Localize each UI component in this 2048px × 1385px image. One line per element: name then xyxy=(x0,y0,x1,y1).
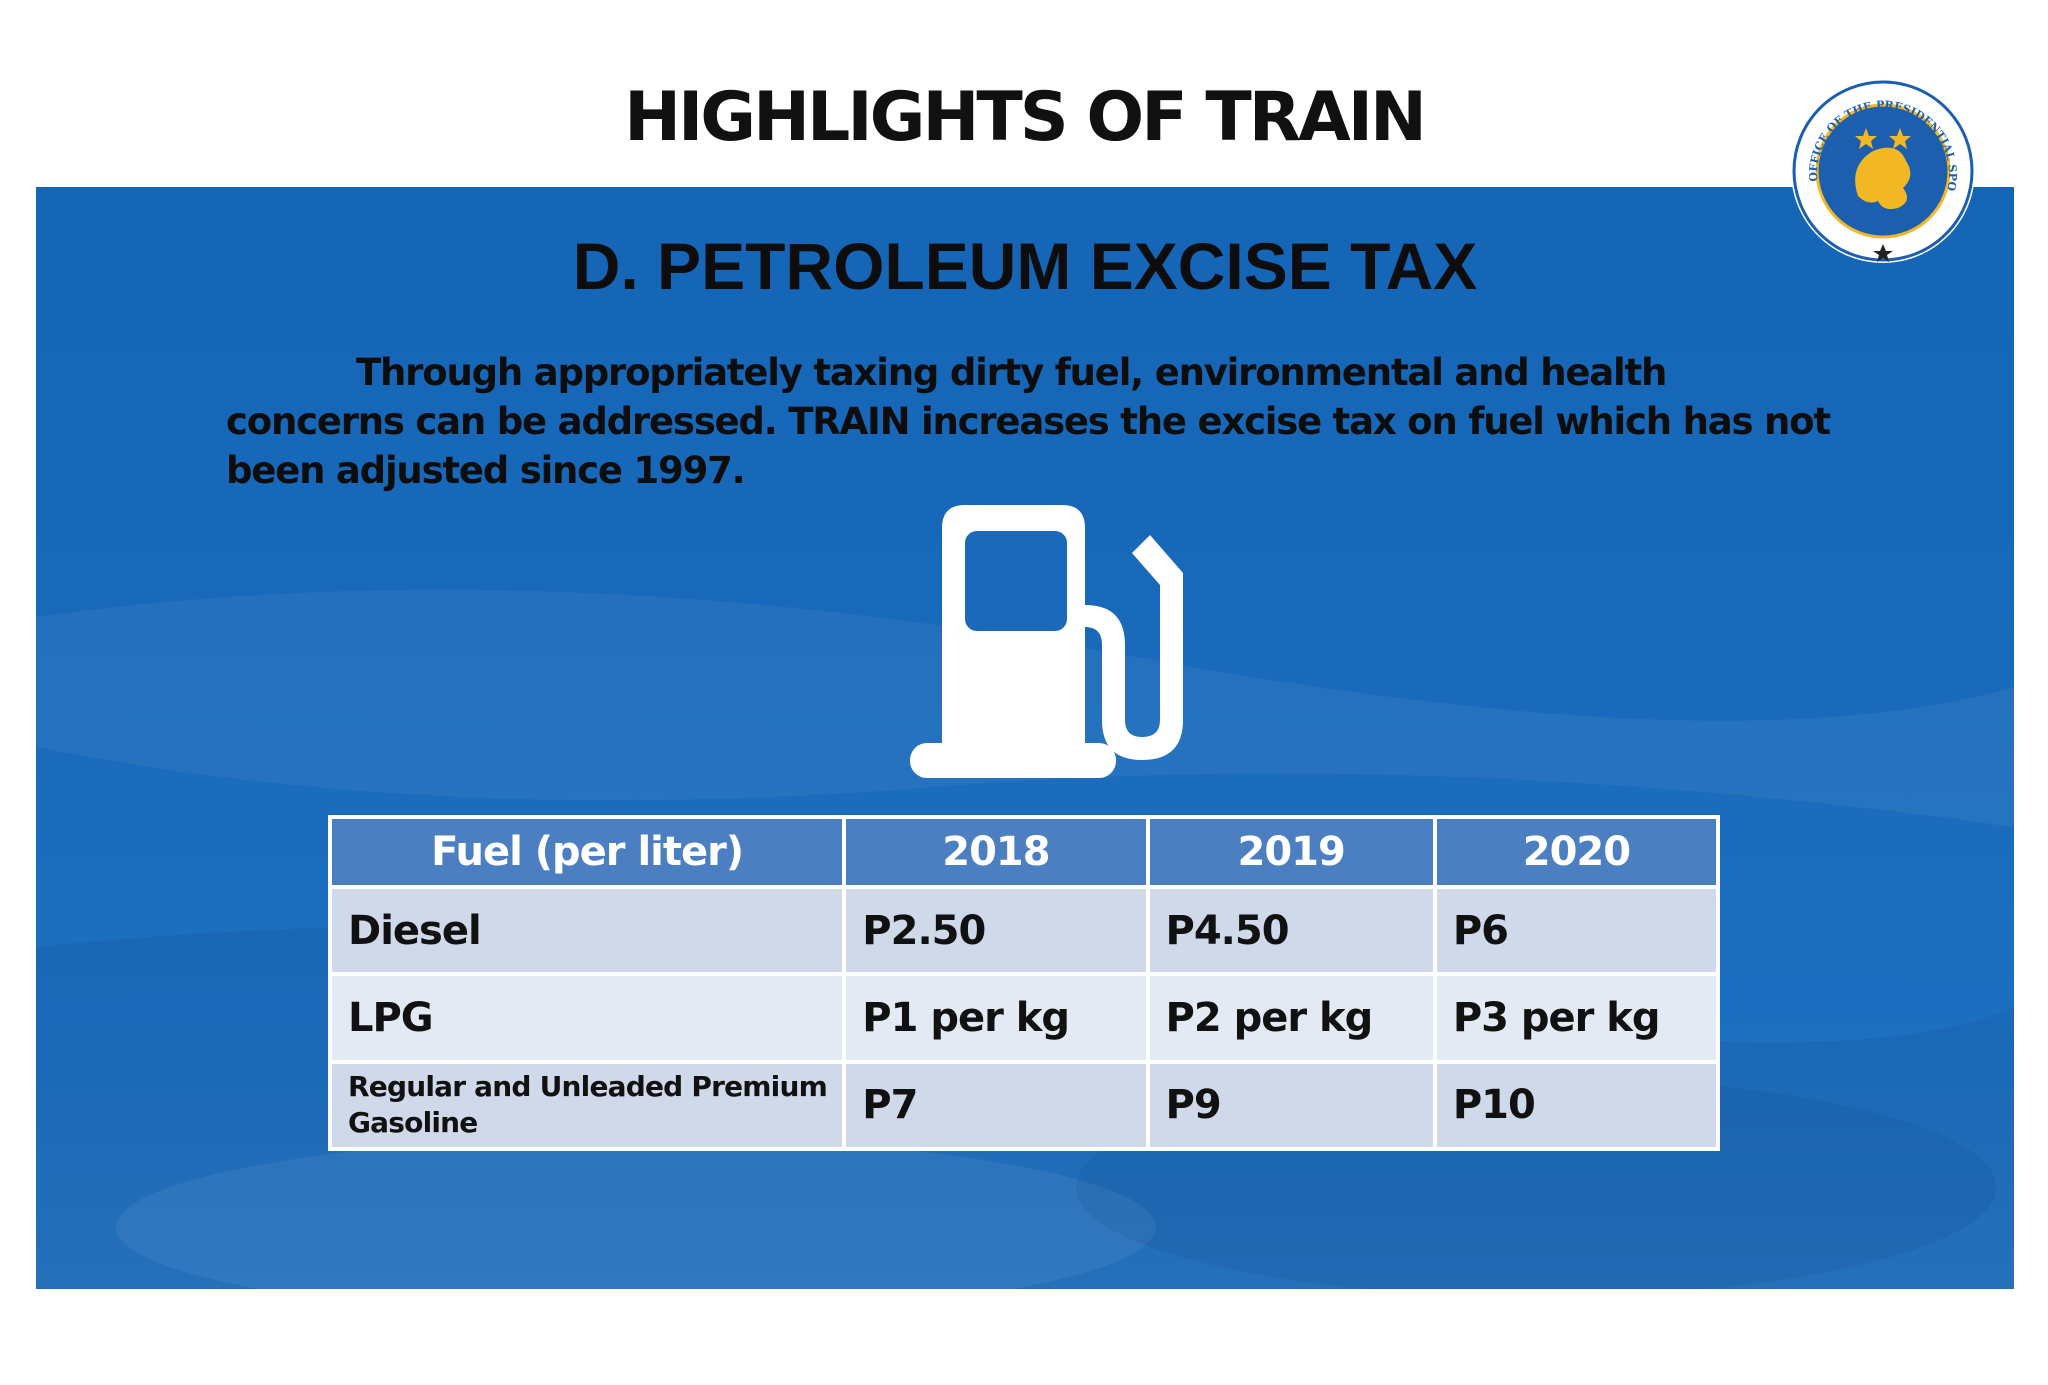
table-cell-fuel: Diesel xyxy=(327,884,847,977)
table-header-row: Fuel (per liter) 2018 2019 2020 xyxy=(327,815,1721,889)
table-cell-value: P2.50 xyxy=(842,884,1150,977)
table-cell-value: P7 xyxy=(842,1059,1150,1152)
table-cell-value: P9 xyxy=(1145,1059,1437,1152)
column-header-2020: 2020 xyxy=(1432,815,1721,889)
column-header-2019: 2019 xyxy=(1145,815,1437,889)
section-title: D. PETROLEUM EXCISE TAX xyxy=(572,229,1478,303)
table-cell-value: P3 per kg xyxy=(1432,972,1721,1064)
table-cell-value: P2 per kg xyxy=(1145,972,1437,1064)
column-header-fuel: Fuel (per liter) xyxy=(327,815,847,889)
header-title: HIGHLIGHTS OF TRAIN xyxy=(624,78,1427,157)
column-header-2018: 2018 xyxy=(842,815,1150,889)
body-paragraph: Through appropriately taxing dirty fuel,… xyxy=(226,351,1831,492)
table-row-lpg: LPG P1 per kg P2 per kg P3 per kg xyxy=(327,972,1721,1064)
table-cell-fuel: Regular and Unleaded Premium Gasoline xyxy=(327,1059,847,1152)
table-row-diesel: Diesel P2.50 P4.50 P6 xyxy=(327,884,1721,977)
table-cell-value: P6 xyxy=(1432,884,1721,977)
table-cell-value: P1 per kg xyxy=(842,972,1150,1064)
fuel-tax-table: Fuel (per liter) 2018 2019 2020 Diesel P… xyxy=(327,815,1721,1152)
fuel-pump-icon xyxy=(910,505,1183,778)
table-row-gasoline: Regular and Unleaded Premium Gasoline P7… xyxy=(327,1059,1721,1152)
table-cell-fuel: LPG xyxy=(327,972,847,1064)
table-cell-value: P10 xyxy=(1432,1059,1721,1152)
seal-icon: OFFICE OF THE PRESIDENTIAL SPOKESPERSON xyxy=(1788,76,1975,263)
table-cell-value: P4.50 xyxy=(1145,884,1437,977)
